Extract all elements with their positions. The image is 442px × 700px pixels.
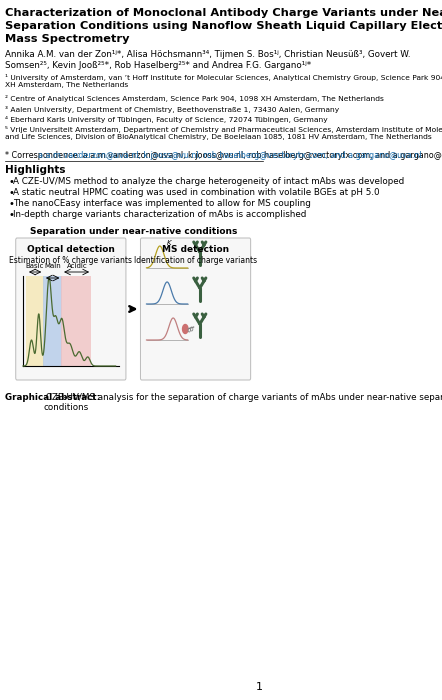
Text: CZE-UV/MS analysis for the separation of charge variants of mAbs under near-nati: CZE-UV/MS analysis for the separation of…: [43, 393, 442, 412]
Text: ² Centre of Analytical Sciences Amsterdam, Science Park 904, 1098 XH Amsterdam, : ² Centre of Analytical Sciences Amsterda…: [5, 95, 384, 102]
Text: Estimation of % charge variants: Estimation of % charge variants: [9, 256, 132, 265]
Bar: [26, 276, 44, 366]
Text: ³ Aalen University, Department of Chemistry, Beethovenstraße 1, 73430 Aalen, Ger: ³ Aalen University, Department of Chemis…: [5, 106, 339, 113]
Bar: [43, 276, 62, 366]
Text: Separation Conditions using Nanoflow Sheath Liquid Capillary Electrophoresis-: Separation Conditions using Nanoflow She…: [5, 21, 442, 31]
Text: ⁴ Eberhard Karls University of Tübingen, Faculty of Science, 72074 Tübingen, Ger: ⁴ Eberhard Karls University of Tübingen,…: [5, 116, 328, 123]
Text: •: •: [8, 210, 14, 220]
Text: The nanoCEasy interface was implemented to allow for MS coupling: The nanoCEasy interface was implemented …: [13, 199, 311, 208]
Text: •: •: [8, 188, 14, 198]
Text: ⁵ Vrije Universiteit Amsterdam, Department of Chemistry and Pharmaceutical Scien: ⁵ Vrije Universiteit Amsterdam, Departme…: [5, 126, 442, 140]
Text: ¹ University of Amsterdam, van ’t Hoff Institute for Molecular Sciences, Analyti: ¹ University of Amsterdam, van ’t Hoff I…: [5, 74, 442, 88]
Text: In-depth charge variants characterization of mAbs is accomplished: In-depth charge variants characterizatio…: [13, 210, 306, 219]
Circle shape: [183, 325, 188, 333]
Text: Acidic: Acidic: [66, 263, 87, 269]
Text: Separation under near-native conditions: Separation under near-native conditions: [30, 227, 237, 236]
Text: * Correspondence: a.a.m.vanderzon@uva.nl, k.jooss@vu.nl, rob.haselberg@vectorytx: * Correspondence: a.a.m.vanderzon@uva.nl…: [5, 151, 442, 160]
FancyBboxPatch shape: [141, 238, 251, 380]
Text: A CZE-UV/MS method to analyze the charge heterogeneity of intact mAbs was develo: A CZE-UV/MS method to analyze the charge…: [13, 177, 404, 186]
Bar: [61, 276, 91, 366]
Text: Highlights: Highlights: [5, 165, 65, 175]
FancyBboxPatch shape: [16, 238, 126, 380]
Text: Characterization of Monoclonal Antibody Charge Variants under Near-Native: Characterization of Monoclonal Antibody …: [5, 8, 442, 18]
Text: Mass Spectrometry: Mass Spectrometry: [5, 34, 130, 44]
Text: Annika A.M. van der Zon¹ʲ*, Alisa Höchsmann³⁴, Tijmen S. Bos¹ʲ, Christian Neusüß: Annika A.M. van der Zon¹ʲ*, Alisa Höchsm…: [5, 50, 410, 59]
Text: 1: 1: [256, 682, 263, 692]
Text: Graphical abstract:: Graphical abstract:: [5, 393, 100, 402]
Text: Main: Main: [44, 263, 61, 269]
Text: •: •: [8, 177, 14, 187]
Text: Basic: Basic: [26, 263, 44, 269]
Text: a.a.m.vanderzon@uva.nl, k.jooss@vu.nl, rob.haselberg@vectorytx.com, and a.gargan: a.a.m.vanderzon@uva.nl, k.jooss@vu.nl, r…: [38, 151, 422, 160]
Text: Identification of charge variants: Identification of charge variants: [134, 256, 257, 265]
Text: A static neutral HPMC coating was used in combination with volatile BGEs at pH 5: A static neutral HPMC coating was used i…: [13, 188, 379, 197]
Text: •: •: [8, 199, 14, 209]
Text: Optical detection: Optical detection: [27, 245, 115, 254]
Text: K: K: [167, 240, 172, 246]
Text: Somsen²⁵, Kevin Jooß²⁵*, Rob Haselberg²⁵* and Andrea F.G. Gargano¹ʲ*: Somsen²⁵, Kevin Jooß²⁵*, Rob Haselberg²⁵…: [5, 61, 311, 70]
Text: MS detection: MS detection: [162, 245, 229, 254]
